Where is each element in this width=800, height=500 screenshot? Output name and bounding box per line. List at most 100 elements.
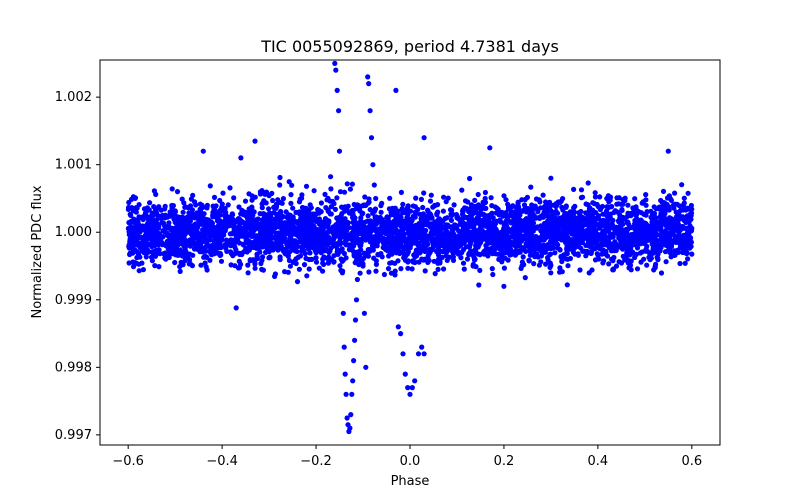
data-point	[177, 215, 184, 221]
data-point	[464, 256, 471, 262]
data-point	[409, 266, 415, 272]
data-point	[318, 200, 324, 206]
data-point	[285, 252, 291, 258]
data-point	[356, 256, 362, 262]
data-point	[291, 258, 297, 265]
data-point	[208, 226, 214, 232]
data-point	[309, 217, 315, 223]
data-point	[685, 238, 691, 244]
data-point	[274, 239, 280, 245]
data-point	[548, 222, 554, 228]
data-point	[442, 236, 448, 243]
data-point	[625, 260, 631, 266]
data-point	[685, 190, 691, 196]
data-point	[677, 260, 683, 267]
data-point	[338, 256, 344, 262]
data-point	[125, 225, 131, 232]
data-point	[405, 211, 411, 217]
data-point	[270, 241, 277, 248]
data-point	[249, 205, 255, 211]
data-point	[340, 310, 346, 316]
data-point	[384, 224, 391, 230]
data-point	[393, 87, 399, 93]
data-point	[242, 198, 249, 204]
data-point	[405, 385, 411, 391]
data-point	[177, 247, 183, 253]
data-point	[303, 222, 309, 228]
data-point	[149, 244, 155, 250]
data-point	[610, 266, 617, 272]
data-point	[462, 226, 468, 232]
data-point	[278, 208, 284, 215]
data-point	[126, 220, 132, 226]
data-point	[487, 145, 493, 151]
data-point	[185, 205, 191, 211]
data-point	[307, 225, 313, 231]
data-point	[451, 202, 457, 208]
data-point	[421, 190, 427, 196]
data-point	[333, 67, 339, 73]
data-point	[378, 231, 384, 237]
data-point	[557, 231, 563, 237]
data-point	[419, 344, 425, 350]
data-point	[564, 225, 571, 231]
data-point	[625, 202, 631, 208]
data-point	[634, 207, 640, 213]
data-point	[425, 241, 431, 247]
data-point	[223, 212, 229, 218]
data-point	[137, 254, 143, 260]
data-point	[277, 174, 283, 181]
data-point	[228, 262, 234, 268]
data-point	[425, 255, 431, 261]
data-point	[568, 228, 574, 235]
data-point	[354, 238, 360, 244]
data-point	[586, 206, 593, 212]
data-point	[349, 209, 355, 215]
data-point	[560, 207, 566, 213]
data-point	[344, 415, 350, 421]
data-point	[467, 242, 473, 248]
data-point	[291, 217, 297, 223]
data-point	[649, 227, 655, 233]
data-point	[620, 237, 626, 243]
data-point	[679, 236, 685, 243]
data-point	[421, 212, 427, 218]
data-point	[214, 218, 221, 224]
data-point	[397, 243, 403, 249]
data-point	[377, 237, 383, 243]
data-point	[594, 201, 600, 208]
data-point	[371, 235, 377, 241]
data-point	[241, 248, 247, 255]
data-point	[685, 256, 691, 262]
data-point	[255, 216, 261, 222]
data-point	[202, 246, 208, 253]
data-point	[606, 261, 612, 267]
data-point	[231, 195, 237, 201]
data-point	[232, 240, 238, 246]
data-point	[304, 273, 310, 279]
data-point	[647, 250, 653, 256]
data-point	[477, 234, 483, 240]
data-point	[584, 248, 590, 254]
data-point	[407, 231, 414, 237]
data-point	[532, 254, 538, 260]
data-point	[514, 248, 521, 254]
data-point	[522, 275, 528, 281]
data-point	[653, 215, 659, 221]
data-point	[609, 232, 615, 238]
data-point	[511, 209, 517, 215]
data-point	[595, 216, 602, 222]
data-point	[566, 217, 572, 223]
data-point	[526, 236, 533, 243]
data-point	[527, 248, 533, 254]
data-point	[513, 243, 519, 249]
data-point	[412, 231, 418, 237]
data-point	[236, 204, 242, 210]
data-point	[375, 252, 381, 258]
data-point	[237, 216, 243, 223]
data-point	[435, 223, 441, 229]
data-point	[188, 196, 194, 202]
data-point	[639, 228, 645, 234]
data-point	[183, 241, 189, 247]
data-point	[590, 200, 596, 206]
